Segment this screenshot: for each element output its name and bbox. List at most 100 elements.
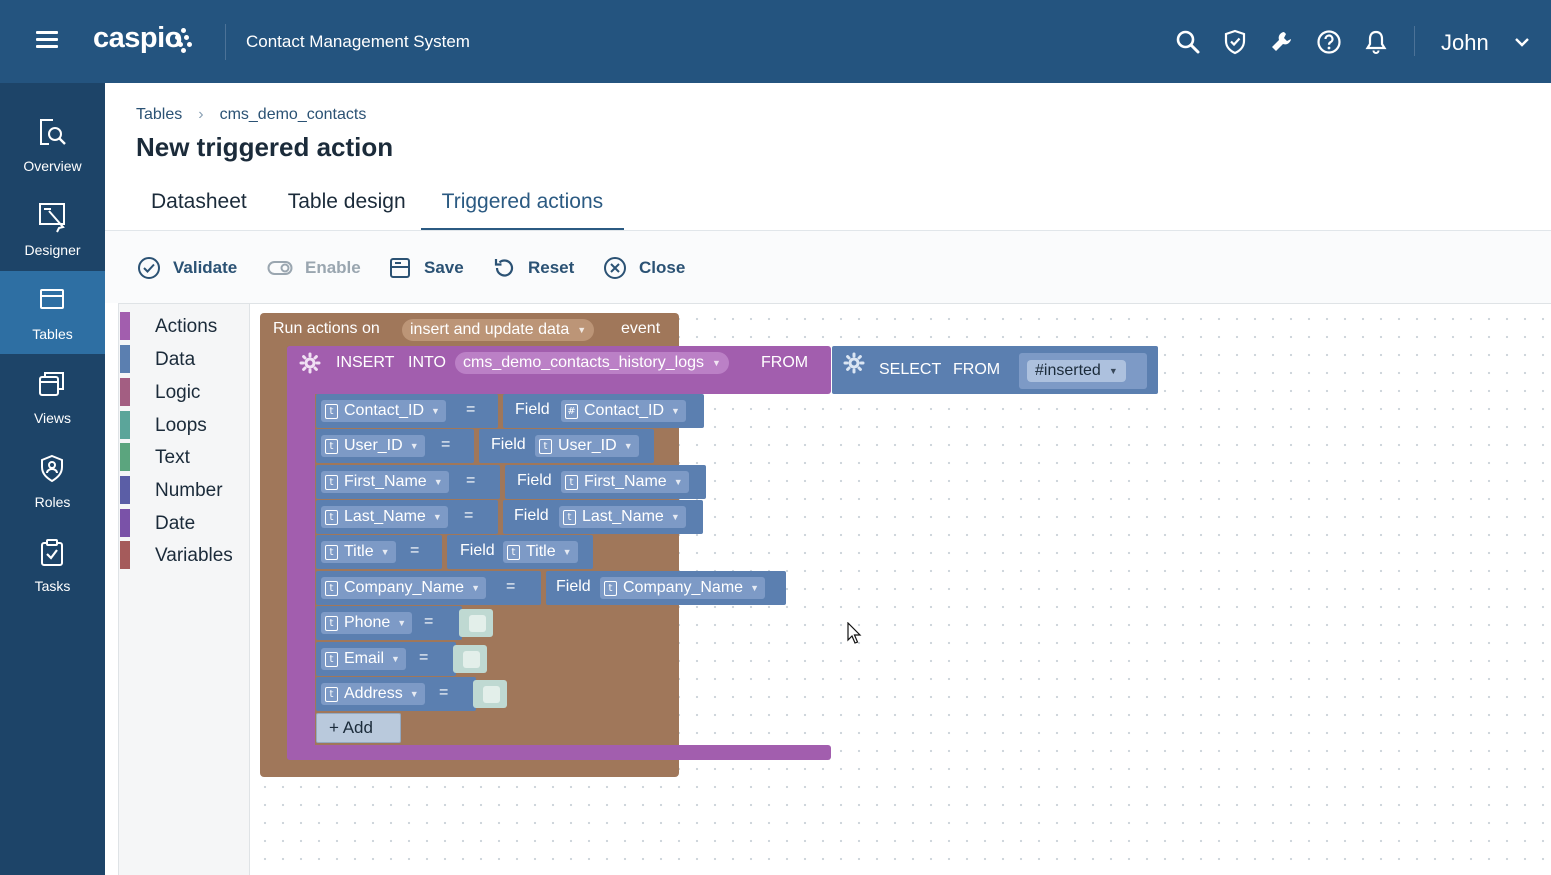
category-number[interactable]: Number — [119, 472, 250, 504]
logo: caspio — [93, 22, 182, 54]
equals-sign: = — [466, 472, 476, 489]
empty-value-slot[interactable] — [453, 645, 487, 673]
source-field-dropdown[interactable]: t Last_Name ▼ — [559, 506, 686, 528]
breadcrumb-tables-link[interactable]: Tables — [136, 106, 183, 123]
rail-item-roles[interactable]: Roles — [0, 439, 105, 522]
mapping-row[interactable]: t Contact_ID ▼ = — [316, 394, 498, 428]
category-label: Data — [155, 349, 196, 370]
source-field-value: First_Name — [584, 473, 667, 490]
dropdown-caret-icon: ▼ — [670, 512, 680, 522]
dropdown-caret-icon: ▼ — [750, 583, 759, 593]
target-column-dropdown[interactable]: t First_Name ▼ — [321, 471, 449, 493]
mapping-row[interactable]: t Last_Name ▼ = — [316, 500, 498, 534]
gear-icon[interactable] — [843, 352, 865, 379]
block-category-panel: Actions Data Logic Loops Text Number Dat… — [118, 304, 250, 875]
category-swatch — [120, 345, 130, 373]
chevron-down-icon[interactable] — [1512, 32, 1532, 52]
top-icons — [1172, 26, 1407, 58]
event-type-dropdown[interactable]: insert and update data ▼ — [402, 319, 595, 341]
search-icon[interactable] — [1172, 26, 1204, 58]
text-type-icon: t — [325, 615, 338, 631]
category-actions[interactable]: Actions — [119, 308, 250, 340]
rail-item-overview[interactable]: Overview — [0, 103, 105, 186]
shield-icon[interactable] — [1219, 26, 1251, 58]
dropdown-caret-icon: ▼ — [397, 618, 407, 628]
equals-sign: = — [441, 436, 451, 453]
rail-label: Tables — [32, 326, 73, 342]
field-block[interactable]: Field # Contact_ID ▼ — [503, 394, 704, 428]
rail-item-tables[interactable]: Tables — [0, 271, 105, 354]
breadcrumb-current[interactable]: cms_demo_contacts — [219, 106, 367, 123]
text-type-icon: t — [325, 403, 338, 419]
mapping-row[interactable]: t User_ID ▼ = — [316, 429, 474, 463]
field-block[interactable]: Field t Title ▼ — [447, 535, 593, 569]
target-column-dropdown[interactable]: t Last_Name ▼ — [321, 506, 448, 528]
mapping-row[interactable]: t Title ▼ = — [316, 535, 442, 569]
rail-item-views[interactable]: Views — [0, 355, 105, 438]
equals-sign: = — [464, 507, 474, 524]
add-mapping-button[interactable]: + Add — [316, 713, 401, 743]
wrench-icon[interactable] — [1266, 26, 1298, 58]
empty-value-slot[interactable] — [473, 680, 507, 708]
into-keyword: INTO — [408, 354, 446, 371]
source-field-dropdown[interactable]: # Contact_ID ▼ — [561, 400, 686, 422]
tab-datasheet[interactable]: Datasheet — [151, 190, 247, 213]
dropdown-caret-icon: ▼ — [712, 358, 721, 368]
check-circle-icon — [138, 257, 160, 279]
tab-table-design[interactable]: Table design — [287, 190, 406, 213]
tab-triggered-actions[interactable]: Triggered actions — [420, 185, 625, 231]
target-column-dropdown[interactable]: t Company_Name ▼ — [321, 577, 486, 599]
category-swatch — [120, 509, 130, 537]
mapping-row[interactable]: t Company_Name ▼ = — [316, 571, 541, 605]
category-loops[interactable]: Loops — [119, 407, 250, 439]
target-column-dropdown[interactable]: t Title ▼ — [321, 541, 396, 563]
category-date[interactable]: Date — [119, 505, 250, 537]
source-field-dropdown[interactable]: t User_ID ▼ — [535, 435, 639, 457]
workspace — [118, 303, 1551, 875]
rail-item-tasks[interactable]: Tasks — [0, 523, 105, 606]
category-data[interactable]: Data — [119, 341, 250, 373]
left-rail: Overview Designer Tables Views Roles Tas… — [0, 83, 105, 875]
field-block[interactable]: Field t User_ID ▼ — [479, 429, 654, 463]
source-field-dropdown[interactable]: t Title ▼ — [503, 541, 578, 563]
category-label: Number — [155, 480, 223, 501]
source-field-dropdown[interactable]: t Company_Name ▼ — [600, 577, 765, 599]
breadcrumb-separator-icon: › — [198, 106, 204, 123]
gear-icon[interactable] — [299, 352, 321, 379]
mapping-row[interactable]: t Email ▼ = — [316, 642, 456, 676]
target-column-dropdown[interactable]: t Contact_ID ▼ — [321, 400, 446, 422]
reset-button[interactable]: Reset — [492, 255, 574, 281]
field-label: Field — [515, 401, 550, 418]
category-label: Text — [155, 447, 190, 468]
field-block[interactable]: Field t Company_Name ▼ — [546, 571, 786, 605]
field-block[interactable]: Field t First_Name ▼ — [505, 465, 706, 499]
menu-icon[interactable] — [36, 31, 58, 49]
mapping-row[interactable]: t First_Name ▼ = — [316, 465, 500, 499]
dropdown-caret-icon: ▼ — [1108, 366, 1118, 376]
category-logic[interactable]: Logic — [119, 374, 250, 406]
rail-item-designer[interactable]: Designer — [0, 187, 105, 270]
validate-button[interactable]: Validate — [137, 255, 237, 281]
target-column-dropdown[interactable]: t Address ▼ — [321, 683, 425, 705]
source-field-dropdown[interactable]: t First_Name ▼ — [561, 471, 689, 493]
target-column-dropdown[interactable]: t Phone ▼ — [321, 612, 413, 634]
mapping-row[interactable]: t Phone ▼ = — [316, 606, 462, 640]
mapping-row[interactable]: t Address ▼ = — [316, 677, 476, 711]
target-column-dropdown[interactable]: t Email ▼ — [321, 648, 406, 670]
text-type-icon: t — [539, 438, 552, 454]
insert-block-bottom — [287, 745, 831, 760]
bell-icon[interactable] — [1360, 26, 1392, 58]
category-variables[interactable]: Variables — [119, 537, 250, 569]
empty-value-slot[interactable] — [459, 609, 493, 637]
enable-button[interactable]: Enable — [267, 255, 361, 281]
source-dropdown[interactable]: #inserted ▼ — [1027, 360, 1126, 382]
source-field-value: User_ID — [558, 437, 617, 454]
save-button[interactable]: Save — [388, 255, 464, 281]
field-block[interactable]: Field t Last_Name ▼ — [503, 500, 703, 534]
target-column-dropdown[interactable]: t User_ID ▼ — [321, 435, 425, 457]
close-button[interactable]: Close — [603, 255, 685, 281]
user-menu[interactable]: John — [1441, 30, 1489, 55]
category-text[interactable]: Text — [119, 439, 250, 471]
help-icon[interactable] — [1313, 26, 1345, 58]
target-table-dropdown[interactable]: cms_demo_contacts_history_logs ▼ — [455, 352, 729, 374]
